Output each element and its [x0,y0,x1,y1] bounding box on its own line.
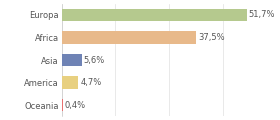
Bar [62,76,78,89]
Text: 5,6%: 5,6% [83,55,105,65]
Bar [62,54,82,66]
Text: 37,5%: 37,5% [198,33,225,42]
Bar [62,9,247,21]
Bar [62,99,63,111]
Bar [62,31,196,44]
Text: 51,7%: 51,7% [249,10,275,19]
Text: 0,4%: 0,4% [65,101,86,110]
Text: 4,7%: 4,7% [80,78,101,87]
